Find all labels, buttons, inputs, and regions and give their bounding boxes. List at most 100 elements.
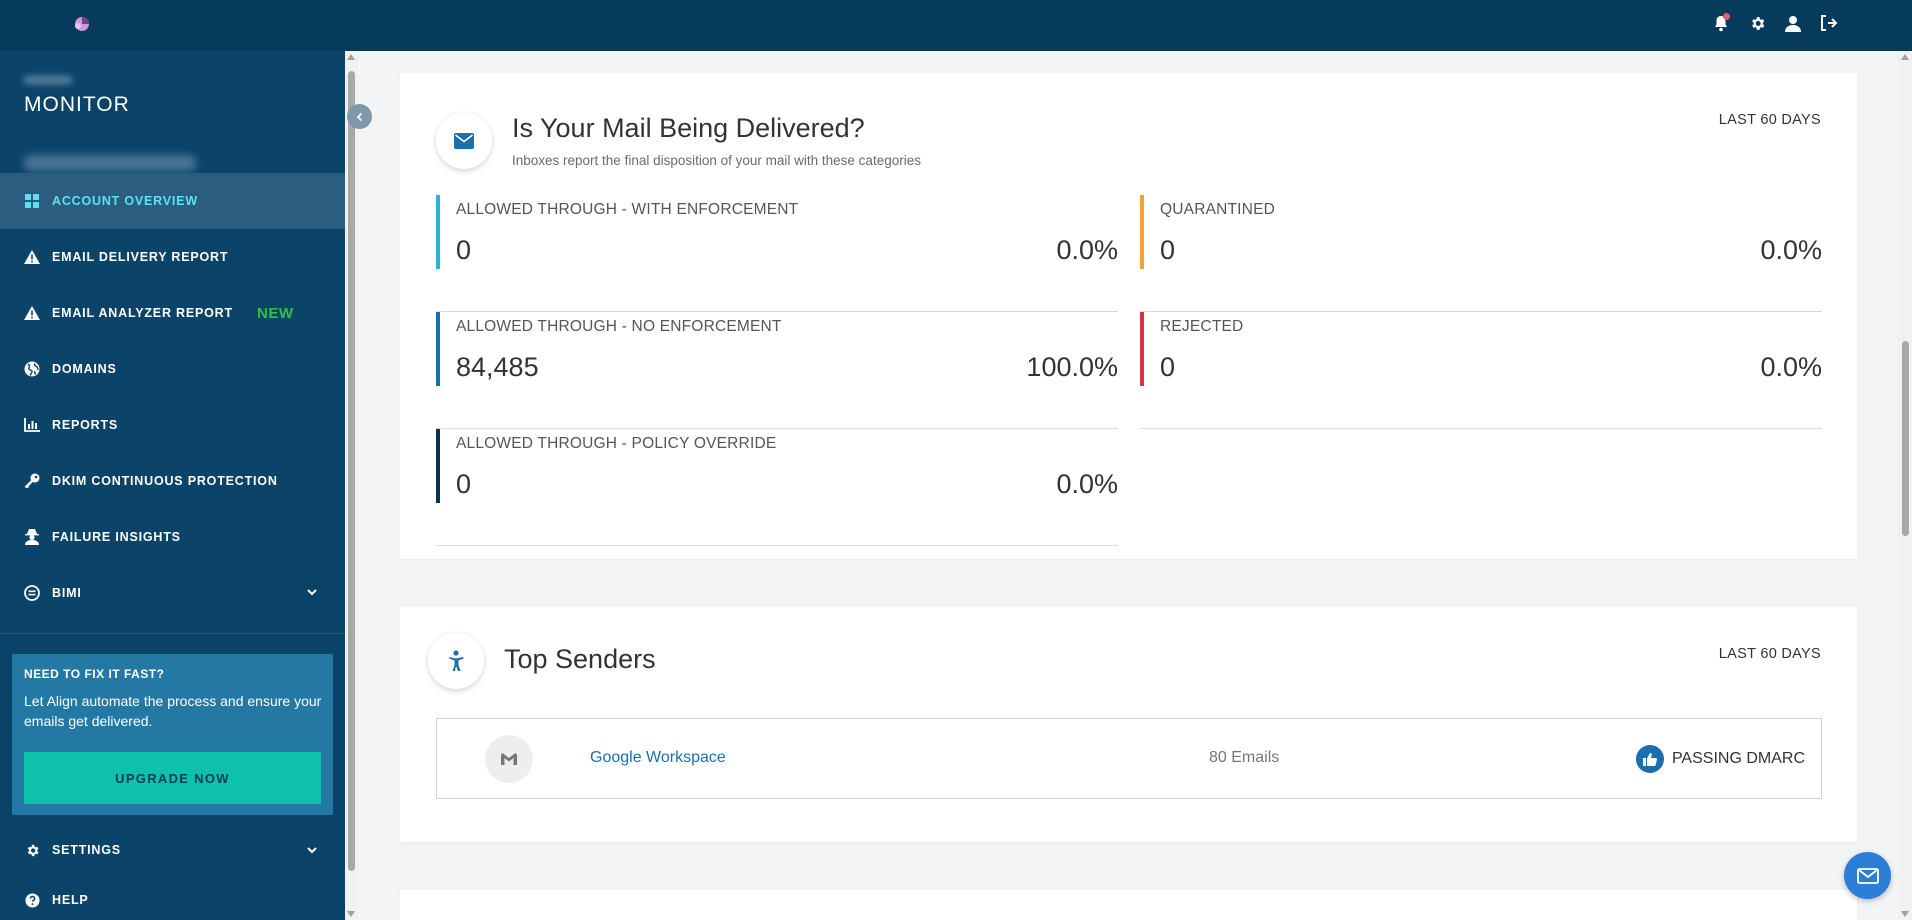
sidebar-item-label: DOMAINS — [52, 362, 117, 376]
delivery-title: Is Your Mail Being Delivered? — [512, 113, 865, 143]
sidebar-item-label: REPORTS — [52, 418, 119, 432]
stat-allowed-with-enforcement: ALLOWED THROUGH - WITH ENFORCEMENT 0 0.0… — [436, 195, 1118, 312]
stat-percent: 100.0% — [1026, 352, 1118, 382]
sidebar-divider — [0, 633, 345, 634]
top-senders-date-range: LAST 60 DAYS — [1718, 646, 1821, 662]
sidebar-item-email-delivery-report[interactable]: EMAIL DELIVERY REPORT — [0, 229, 345, 285]
sidebar-item-account-overview[interactable]: ACCOUNT OVERVIEW — [0, 173, 345, 229]
stat-count: 0 — [456, 235, 472, 265]
stat-label: ALLOWED THROUGH - WITH ENFORCEMENT — [456, 201, 799, 218]
main-scroll-thumb[interactable] — [1902, 341, 1909, 536]
gear-icon — [24, 842, 40, 858]
sidebar-item-label: FAILURE INSIGHTS — [52, 530, 181, 544]
next-card-partial — [400, 890, 1857, 920]
brand-name: MONITOR — [24, 93, 130, 116]
delivery-date-range: LAST 60 DAYS — [1718, 112, 1821, 128]
sidebar-scroll-thumb[interactable] — [348, 71, 355, 871]
envelope-icon — [454, 133, 474, 149]
user-secret-icon — [24, 529, 40, 545]
stat-quarantined: QUARANTINED 0 0.0% — [1140, 195, 1822, 312]
upgrade-now-button[interactable]: UPGRADE NOW — [24, 752, 321, 804]
sidebar-nav: ACCOUNT OVERVIEW EMAIL DELIVERY REPORT E… — [0, 173, 345, 621]
sender-name-link[interactable]: Google Workspace — [590, 749, 726, 766]
sidebar-item-label: DKIM CONTINUOUS PROTECTION — [52, 474, 278, 488]
upgrade-promo: NEED TO FIX IT FAST? Let Align automate … — [12, 654, 333, 815]
stat-color-bar — [436, 195, 440, 269]
key-icon — [24, 473, 40, 489]
scroll-down-arrow-icon[interactable] — [1901, 911, 1909, 917]
bell-icon[interactable] — [1710, 12, 1732, 34]
gmail-icon — [485, 735, 533, 783]
sidebar-item-bimi[interactable]: BIMI — [0, 565, 345, 621]
stat-label: ALLOWED THROUGH - NO ENFORCEMENT — [456, 318, 782, 335]
chevron-down-icon[interactable] — [305, 585, 319, 599]
chat-mail-button[interactable] — [1844, 852, 1891, 899]
app-logo-icon[interactable] — [72, 13, 92, 33]
sidebar-bottom-nav: SETTINGS HELP — [0, 825, 345, 920]
delivery-subtitle: Inboxes report the final disposition of … — [512, 153, 921, 168]
sidebar-item-failure-insights[interactable]: FAILURE INSIGHTS — [0, 509, 345, 565]
stat-count: 0 — [1160, 352, 1176, 382]
promo-text: Let Align automate the process and ensur… — [24, 693, 322, 729]
gear-icon[interactable] — [1746, 12, 1768, 34]
stat-color-bar — [1140, 195, 1144, 269]
sidebar-item-help[interactable]: HELP — [0, 875, 345, 920]
person-icon-circle — [428, 633, 484, 689]
stat-percent: 0.0% — [1056, 235, 1118, 265]
stat-count: 0 — [1160, 235, 1176, 265]
top-senders-card: Top Senders LAST 60 DAYS Google Workspac… — [400, 607, 1857, 842]
blurred-account-name — [24, 155, 196, 171]
stat-allowed-policy-override: ALLOWED THROUGH - POLICY OVERRIDE 0 0.0% — [436, 429, 1118, 546]
sidebar-item-domains[interactable]: DOMAINS — [0, 341, 345, 397]
sidebar-item-label: EMAIL DELIVERY REPORT — [52, 250, 229, 264]
sidebar-item-dkim-continuous-protection[interactable]: DKIM CONTINUOUS PROTECTION — [0, 453, 345, 509]
notification-dot — [1723, 13, 1730, 20]
globe-icon — [24, 361, 40, 377]
blurred-brand-prefix — [24, 75, 72, 85]
new-badge: NEW — [257, 305, 294, 322]
scroll-down-arrow-icon[interactable] — [347, 911, 355, 917]
sidebar-item-settings[interactable]: SETTINGS — [0, 825, 345, 875]
stat-color-bar — [1140, 312, 1144, 386]
promo-title: NEED TO FIX IT FAST? — [24, 667, 165, 681]
collapse-sidebar-button[interactable] — [347, 104, 372, 129]
thumbs-up-icon — [1635, 745, 1664, 773]
user-icon[interactable] — [1782, 12, 1804, 34]
stat-count: 0 — [456, 469, 472, 499]
help-icon — [24, 892, 40, 908]
bar-chart-icon — [24, 417, 40, 433]
stat-rejected: REJECTED 0 0.0% — [1140, 312, 1822, 429]
logout-icon[interactable] — [1818, 12, 1840, 34]
stat-label: ALLOWED THROUGH - POLICY OVERRIDE — [456, 435, 777, 452]
bimi-icon — [24, 585, 40, 601]
stat-percent: 0.0% — [1760, 352, 1822, 382]
sidebar-scrollbar[interactable] — [345, 51, 358, 920]
sidebar-item-label: SETTINGS — [52, 843, 121, 857]
stat-label: REJECTED — [1160, 318, 1244, 335]
scroll-up-arrow-icon[interactable] — [1901, 54, 1909, 60]
warning-icon — [24, 249, 40, 265]
stat-color-bar — [436, 429, 440, 503]
sidebar-item-reports[interactable]: REPORTS — [0, 397, 345, 453]
warning-icon — [24, 305, 40, 321]
stat-percent: 0.0% — [1760, 235, 1822, 265]
main-scrollbar[interactable] — [1898, 51, 1912, 920]
sidebar-item-label: BIMI — [52, 586, 82, 600]
grid-icon — [24, 193, 40, 209]
status-text: PASSING DMARC — [1671, 750, 1805, 767]
stat-percent: 0.0% — [1056, 469, 1118, 499]
sidebar: MONITOR ACCOUNT OVERVIEW EMAIL DELIVERY … — [0, 51, 345, 920]
stat-label: QUARANTINED — [1160, 201, 1276, 218]
delivery-card: Is Your Mail Being Delivered? Inboxes re… — [400, 73, 1857, 559]
stat-count: 84,485 — [456, 352, 539, 382]
scroll-up-arrow-icon[interactable] — [347, 54, 355, 60]
sidebar-item-label: EMAIL ANALYZER REPORT — [52, 306, 233, 320]
sender-email-count: 80 Emails — [1209, 749, 1280, 766]
stat-color-bar — [436, 312, 440, 386]
dmarc-status: PASSING DMARC — [1635, 745, 1805, 773]
sidebar-item-email-analyzer-report[interactable]: EMAIL ANALYZER REPORT NEW — [0, 285, 345, 341]
chevron-down-icon[interactable] — [305, 843, 319, 857]
table-row[interactable]: Google Workspace 80 Emails PASSING DMARC — [436, 718, 1822, 799]
top-bar — [0, 0, 1912, 51]
mail-icon — [1856, 867, 1879, 884]
